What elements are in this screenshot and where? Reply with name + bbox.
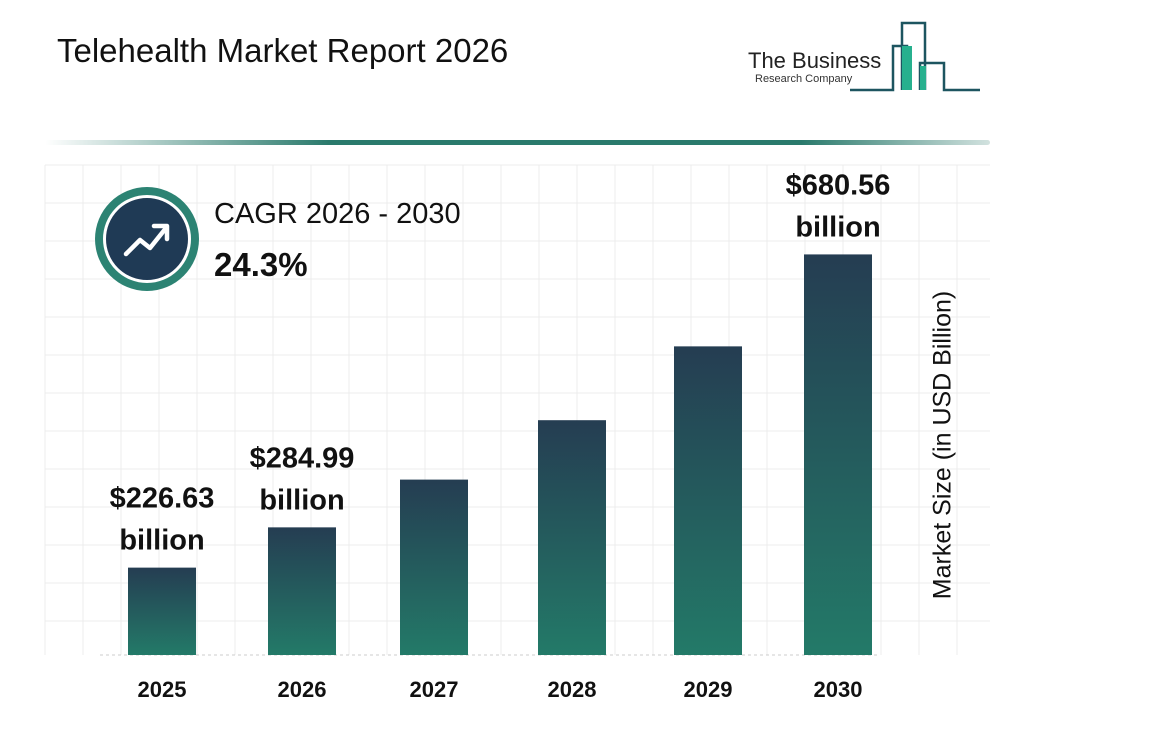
data-label: billion bbox=[259, 484, 344, 516]
page-title: Telehealth Market Report 2026 bbox=[57, 32, 509, 69]
bar-2028 bbox=[538, 420, 606, 655]
data-label: $226.63 bbox=[110, 483, 215, 515]
x-tick-label: 2028 bbox=[548, 677, 597, 702]
data-label: $284.99 bbox=[250, 442, 355, 474]
x-tick-label: 2025 bbox=[138, 677, 187, 702]
y-axis-label: Market Size (in USD Billion) bbox=[928, 290, 957, 600]
x-tick-label: 2026 bbox=[278, 677, 327, 702]
bar-2026 bbox=[268, 527, 336, 655]
cagr-label: CAGR 2026 - 2030 bbox=[214, 198, 461, 230]
company-logo: The Business Research Company bbox=[745, 18, 985, 98]
x-tick-label: 2027 bbox=[410, 677, 459, 702]
data-label: billion bbox=[795, 211, 880, 243]
divider bbox=[45, 140, 990, 145]
logo-text-main: The Business bbox=[748, 48, 882, 73]
cagr-value: 24.3% bbox=[214, 246, 308, 283]
logo-text-sub: Research Company bbox=[755, 73, 853, 85]
bar-2025 bbox=[128, 567, 196, 655]
data-label: billion bbox=[119, 525, 204, 557]
data-label: $680.56 bbox=[786, 169, 891, 201]
trend-up-arrow-icon bbox=[123, 223, 170, 257]
x-tick-label: 2029 bbox=[684, 677, 733, 702]
logo-buildings-icon bbox=[850, 21, 980, 92]
bar-2030 bbox=[804, 254, 872, 655]
cagr-badge bbox=[95, 187, 199, 291]
bar-2027 bbox=[400, 479, 468, 655]
bar-2029 bbox=[674, 346, 742, 655]
x-tick-label: 2030 bbox=[814, 677, 863, 702]
